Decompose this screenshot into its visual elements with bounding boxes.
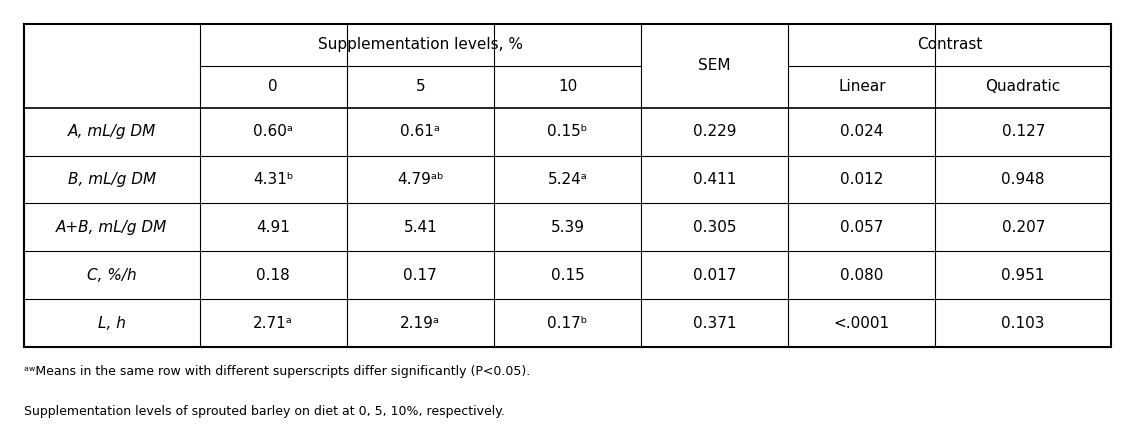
Text: SEM: SEM — [698, 58, 731, 73]
Text: Linear: Linear — [838, 79, 885, 94]
Text: 0.60ᵃ: 0.60ᵃ — [253, 124, 293, 139]
Text: 5: 5 — [415, 79, 426, 94]
Text: 0.951: 0.951 — [1001, 268, 1045, 283]
Text: 0: 0 — [268, 79, 278, 94]
Text: 0.207: 0.207 — [1001, 220, 1045, 235]
Text: 0.371: 0.371 — [693, 316, 737, 330]
Text: 0.057: 0.057 — [840, 220, 883, 235]
Text: Supplementation levels, %: Supplementation levels, % — [318, 37, 523, 52]
Text: B, mL/g DM: B, mL/g DM — [68, 172, 155, 187]
Text: 4.91: 4.91 — [257, 220, 291, 235]
Text: 0.127: 0.127 — [1001, 124, 1045, 139]
Text: 0.17: 0.17 — [403, 268, 437, 283]
Text: 0.15ᵇ: 0.15ᵇ — [547, 124, 588, 139]
Text: 0.012: 0.012 — [840, 172, 883, 187]
Text: 5.41: 5.41 — [403, 220, 437, 235]
Text: 0.948: 0.948 — [1001, 172, 1045, 187]
Text: 0.103: 0.103 — [1001, 316, 1045, 330]
Text: <.0001: <.0001 — [834, 316, 890, 330]
Text: 0.305: 0.305 — [693, 220, 737, 235]
Text: A, mL/g DM: A, mL/g DM — [68, 124, 155, 139]
Text: 0.080: 0.080 — [840, 268, 883, 283]
Text: 5.24ᵃ: 5.24ᵃ — [547, 172, 588, 187]
Text: 0.15: 0.15 — [550, 268, 585, 283]
Text: Supplementation levels of sprouted barley on diet at 0, 5, 10%, respectively.: Supplementation levels of sprouted barle… — [24, 405, 505, 418]
Text: 0.18: 0.18 — [257, 268, 291, 283]
Text: Quadratic: Quadratic — [985, 79, 1061, 94]
Text: Contrast: Contrast — [917, 37, 982, 52]
Text: ᵃʷMeans in the same row with different superscripts differ significantly (P<0.05: ᵃʷMeans in the same row with different s… — [24, 365, 530, 378]
Text: 5.39: 5.39 — [550, 220, 585, 235]
Text: 0.17ᵇ: 0.17ᵇ — [547, 316, 588, 330]
Text: 10: 10 — [558, 79, 577, 94]
Text: 4.79ᵃᵇ: 4.79ᵃᵇ — [397, 172, 444, 187]
Text: 0.61ᵃ: 0.61ᵃ — [401, 124, 440, 139]
Text: 0.229: 0.229 — [693, 124, 737, 139]
Text: A+B, mL/g DM: A+B, mL/g DM — [56, 220, 167, 235]
Text: 0.411: 0.411 — [693, 172, 737, 187]
Text: 4.31ᵇ: 4.31ᵇ — [253, 172, 293, 187]
Text: C, %/h: C, %/h — [87, 268, 136, 283]
Text: 2.19ᵃ: 2.19ᵃ — [401, 316, 440, 330]
Text: 0.024: 0.024 — [840, 124, 883, 139]
Text: 2.71ᵃ: 2.71ᵃ — [253, 316, 293, 330]
Text: L, h: L, h — [98, 316, 126, 330]
Text: 0.017: 0.017 — [693, 268, 737, 283]
